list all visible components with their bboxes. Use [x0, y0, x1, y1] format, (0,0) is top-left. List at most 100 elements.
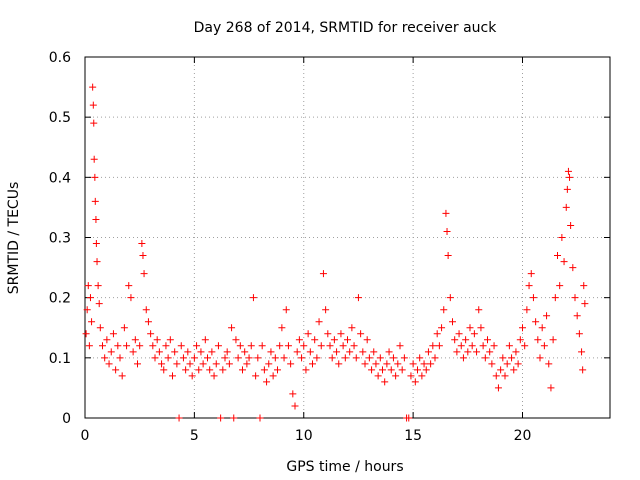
data-point	[245, 354, 253, 362]
data-point	[166, 336, 174, 344]
data-point	[435, 342, 443, 350]
data-point	[446, 294, 454, 302]
data-point	[431, 354, 439, 362]
data-point	[510, 366, 518, 374]
data-point	[440, 306, 448, 314]
data-point	[160, 366, 168, 374]
data-point	[335, 360, 343, 368]
data-point	[241, 348, 249, 356]
data-point	[350, 342, 358, 350]
data-point	[387, 366, 395, 374]
data-point	[564, 167, 572, 175]
data-point	[90, 119, 98, 127]
data-point	[549, 336, 557, 344]
y-tick-label: 0.3	[49, 231, 71, 247]
data-point	[521, 342, 529, 350]
data-point	[575, 330, 583, 338]
data-point	[171, 348, 179, 356]
data-point	[153, 336, 161, 344]
data-point	[341, 354, 349, 362]
data-point	[398, 366, 406, 374]
data-point	[298, 354, 306, 362]
data-point	[82, 330, 90, 338]
data-point	[138, 240, 146, 248]
data-point	[527, 270, 535, 278]
data-point	[324, 330, 332, 338]
data-point	[243, 360, 251, 368]
data-point	[225, 360, 233, 368]
data-point	[405, 414, 413, 422]
data-point	[127, 294, 135, 302]
data-point	[466, 324, 474, 332]
data-point	[554, 252, 561, 260]
data-point	[232, 336, 240, 344]
data-point	[322, 306, 330, 314]
data-point	[85, 342, 93, 350]
data-point	[304, 330, 312, 338]
data-point	[328, 354, 336, 362]
data-point	[560, 258, 568, 266]
data-point	[475, 306, 483, 314]
data-point	[346, 348, 354, 356]
data-point	[302, 366, 310, 374]
data-point	[389, 354, 397, 362]
data-point	[383, 360, 391, 368]
data-point	[230, 414, 238, 422]
data-point	[118, 372, 126, 380]
data-point	[538, 324, 546, 332]
data-point	[516, 336, 524, 344]
chart-title: Day 268 of 2014, SRMTID for receiver auc…	[194, 20, 498, 36]
y-tick-label: 0	[62, 411, 71, 427]
data-point	[267, 348, 275, 356]
data-point	[556, 282, 564, 290]
data-point	[407, 372, 415, 380]
data-point	[354, 294, 362, 302]
data-point	[278, 324, 286, 332]
data-point	[519, 324, 526, 332]
data-point	[158, 360, 166, 368]
data-point	[313, 354, 321, 362]
data-point	[114, 342, 122, 350]
x-tick-label: 15	[404, 428, 422, 444]
data-point	[287, 360, 295, 368]
data-point	[339, 342, 347, 350]
data-point	[486, 348, 494, 356]
data-point	[438, 324, 446, 332]
data-point	[497, 366, 505, 374]
data-point	[333, 348, 341, 356]
data-point	[503, 360, 511, 368]
data-point	[365, 354, 373, 362]
data-point	[92, 215, 100, 223]
data-point	[136, 342, 144, 350]
data-point	[214, 342, 222, 350]
data-point	[217, 414, 225, 422]
data-point	[379, 366, 386, 374]
data-point	[433, 330, 441, 338]
data-point	[116, 354, 124, 362]
data-point	[182, 366, 190, 374]
data-point	[427, 360, 435, 368]
data-point	[566, 173, 574, 181]
data-point	[193, 342, 201, 350]
data-point	[376, 354, 384, 362]
data-point	[326, 342, 334, 350]
data-point	[444, 252, 452, 260]
data-point	[254, 354, 262, 362]
data-point	[101, 354, 109, 362]
data-point	[103, 336, 111, 344]
data-point	[208, 348, 216, 356]
data-point	[105, 360, 113, 368]
data-point	[263, 378, 271, 386]
data-point	[337, 330, 345, 338]
data-point	[184, 348, 192, 356]
data-point	[260, 366, 268, 374]
data-point	[284, 342, 292, 350]
data-point	[488, 360, 496, 368]
data-point	[492, 372, 500, 380]
data-point	[289, 390, 297, 398]
data-point	[451, 336, 459, 344]
data-point	[197, 348, 205, 356]
x-tick-label: 0	[81, 428, 90, 444]
data-point	[151, 354, 159, 362]
